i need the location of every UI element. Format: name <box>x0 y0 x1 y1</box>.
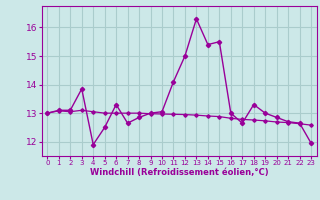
X-axis label: Windchill (Refroidissement éolien,°C): Windchill (Refroidissement éolien,°C) <box>90 168 268 177</box>
